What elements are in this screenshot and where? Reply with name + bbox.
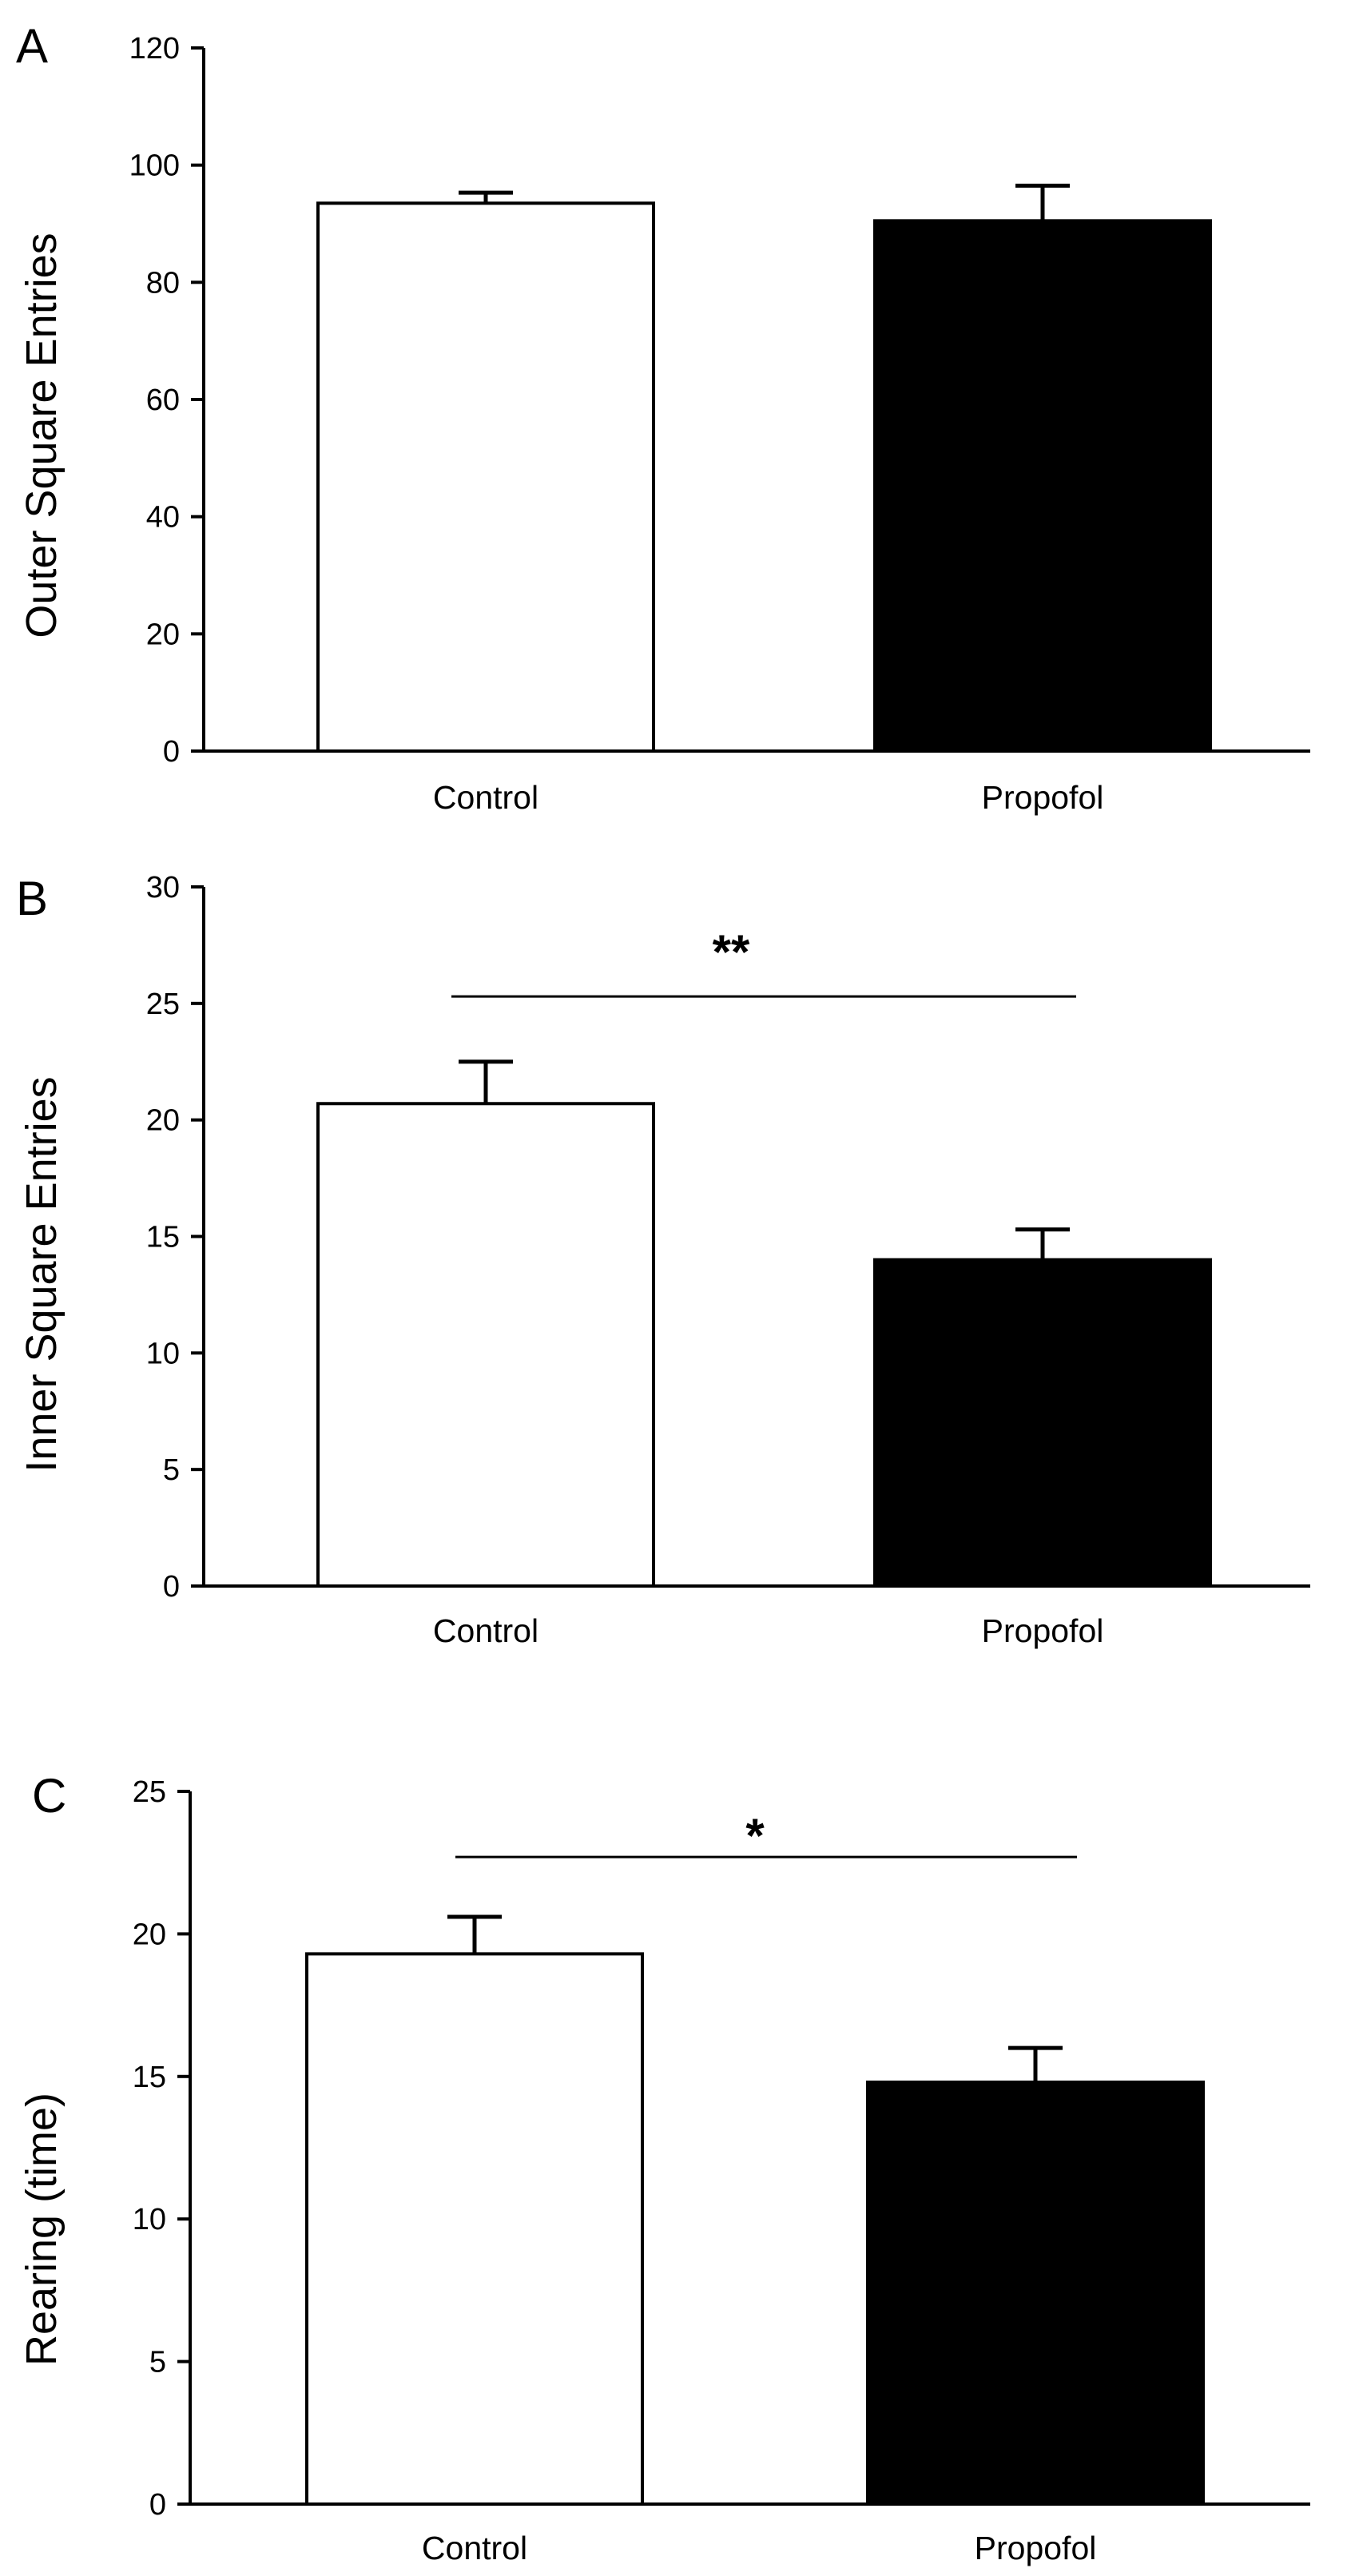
x-tick-label-control-a: Control [433,779,538,816]
y-tick-label-b-15: 15 [146,1221,180,1254]
y-tick-label-b-10: 10 [146,1337,180,1370]
x-tick-label-propofol-a: Propofol [982,779,1104,816]
y-tick-label-c-10: 10 [133,2203,166,2236]
y-tick-label-c-15: 15 [133,2061,166,2094]
x-tick-label-propofol-b: Propofol [982,1612,1104,1649]
bar-propofol-a [873,219,1212,753]
panel-label-c: C [32,1769,66,1823]
y-tick-label-a-20: 20 [146,618,180,651]
panel-label-b: B [16,872,48,925]
x-tick-label-propofol-c: Propofol [975,2530,1097,2566]
plot-area-c: 0 5 10 15 20 25 [133,1775,1310,2522]
panel-b: B Inner Square Entries 0 5 10 15 20 25 30 Cont… [16,871,1310,1649]
y-tick-label-c-5: 5 [149,2346,166,2379]
y-tick-label-c-25: 25 [133,1775,166,1809]
plot-area-b: 0 5 10 15 20 25 30 [146,871,1310,1604]
y-tick-label-b-30: 30 [146,871,180,904]
bar-control-a [316,201,655,753]
y-tick-label-b-20: 20 [146,1104,180,1138]
panel-c: C Rearing (time) 0 5 10 15 20 25 Control Prop… [18,1769,1310,2566]
y-tick-label-a-40: 40 [146,501,180,535]
bar-control-c [305,1952,644,2506]
y-tick-label-a-60: 60 [146,384,180,417]
significance-marker-b: ** [713,925,750,979]
panel-a: A Outer Square Entries 0 20 40 60 80 100 120 C… [16,19,1310,816]
x-tick-label-control-c: Control [422,2530,527,2566]
significance-marker-c: * [745,1809,765,1862]
y-tick-label-b-25: 25 [146,988,180,1021]
y-tick-label-a-0: 0 [163,735,180,769]
x-tick-label-control-b: Control [433,1612,538,1649]
y-tick-label-c-0: 0 [149,2488,166,2522]
bar-control-b [316,1102,655,1588]
bar-propofol-b [873,1258,1212,1588]
plot-area-a: 0 20 40 60 80 100 120 [129,32,1310,769]
bar-propofol-c [866,2080,1205,2506]
y-tick-label-b-5: 5 [163,1453,180,1487]
y-tick-label-c-20: 20 [133,1918,166,1951]
panel-label-a: A [16,19,48,73]
y-tick-label-a-80: 80 [146,266,180,300]
y-axis-label-b: Inner Square Entries [18,1076,66,1472]
y-tick-label-a-100: 100 [129,149,180,183]
y-axis-label-c: Rearing (time) [18,2093,66,2366]
y-axis-label-a: Outer Square Entries [18,233,66,638]
y-tick-label-b-0: 0 [163,1570,180,1604]
y-tick-label-a-120: 120 [129,32,180,66]
